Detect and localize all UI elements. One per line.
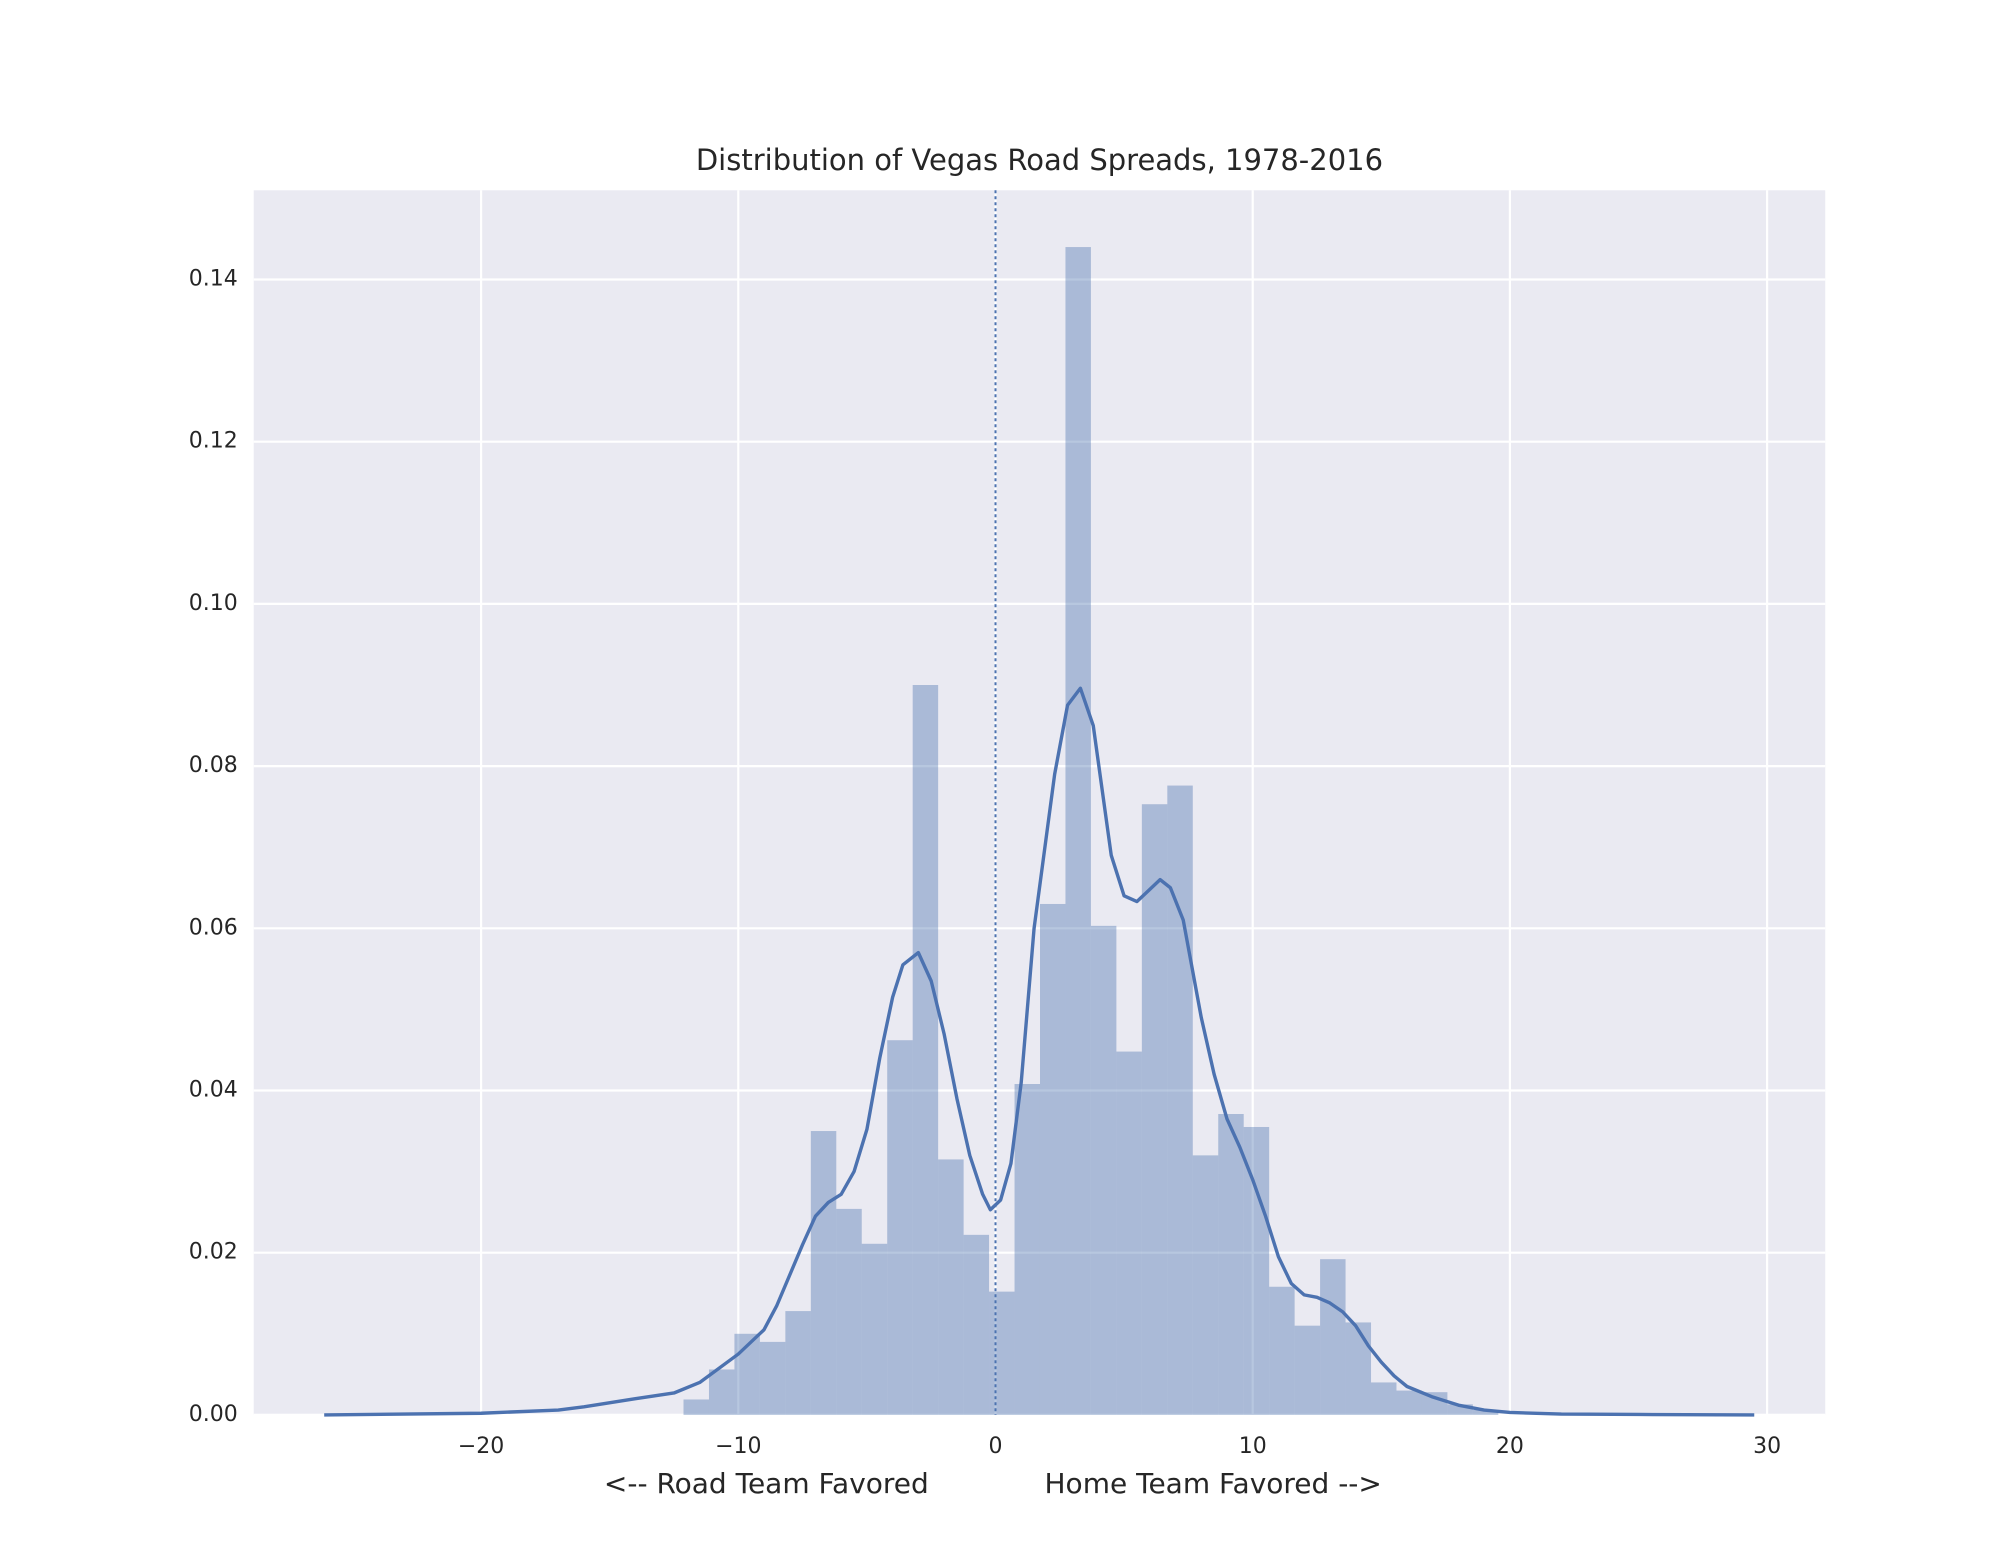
bar [1116,1051,1142,1415]
y-tick-label: 0.08 [189,753,238,778]
bar [1192,1155,1219,1415]
x-axis-label: <-- Road Team Favored Home Team Favored … [604,1467,1382,1500]
bar [1065,247,1091,1415]
marks [324,190,1755,1417]
kde-line [324,686,1755,1417]
plot-area [253,190,1826,1415]
bar [1447,1404,1473,1415]
bar [1320,1259,1346,1415]
bar [1141,804,1168,1415]
bar [683,1399,709,1415]
x-tick-label: −20 [458,1434,504,1459]
bar [1090,925,1117,1415]
bar [963,1234,990,1415]
chart-title: Distribution of Vegas Road Spreads, 1978… [696,143,1383,177]
bar [785,1311,811,1415]
bar [1167,785,1193,1415]
bar [938,1159,964,1415]
bar [810,1131,837,1415]
bar [1269,1286,1295,1415]
bar [989,1291,1015,1415]
x-tick-label: 20 [1496,1434,1524,1459]
bar [1472,1410,1499,1415]
bar [1345,1322,1372,1415]
bar [1371,1382,1397,1415]
x-tick-label: 0 [989,1434,1003,1459]
y-tick-label: 0.06 [189,915,238,940]
bar [708,1369,735,1415]
bar [1014,1084,1040,1415]
bar [759,1341,786,1415]
y-tick-label: 0.14 [189,267,238,292]
bar [1218,1114,1244,1415]
y-tick-label: 0.04 [189,1077,238,1102]
y-tick-label: 0.10 [189,591,238,616]
bar [836,1208,862,1415]
bar [887,1040,913,1415]
y-tick-label: 0.00 [189,1402,238,1427]
bar [861,1243,888,1415]
bar [1243,1126,1270,1415]
bar [1039,903,1066,1415]
bar [1396,1390,1422,1415]
x-tick-label: −10 [715,1434,761,1459]
bar [1421,1392,1448,1415]
y-tick-label: 0.02 [189,1240,238,1265]
x-tick-label: 10 [1239,1434,1267,1459]
bar [912,684,939,1415]
x-tick-label: 30 [1753,1434,1781,1459]
bar [1294,1325,1321,1415]
y-tick-label: 0.12 [189,429,238,454]
